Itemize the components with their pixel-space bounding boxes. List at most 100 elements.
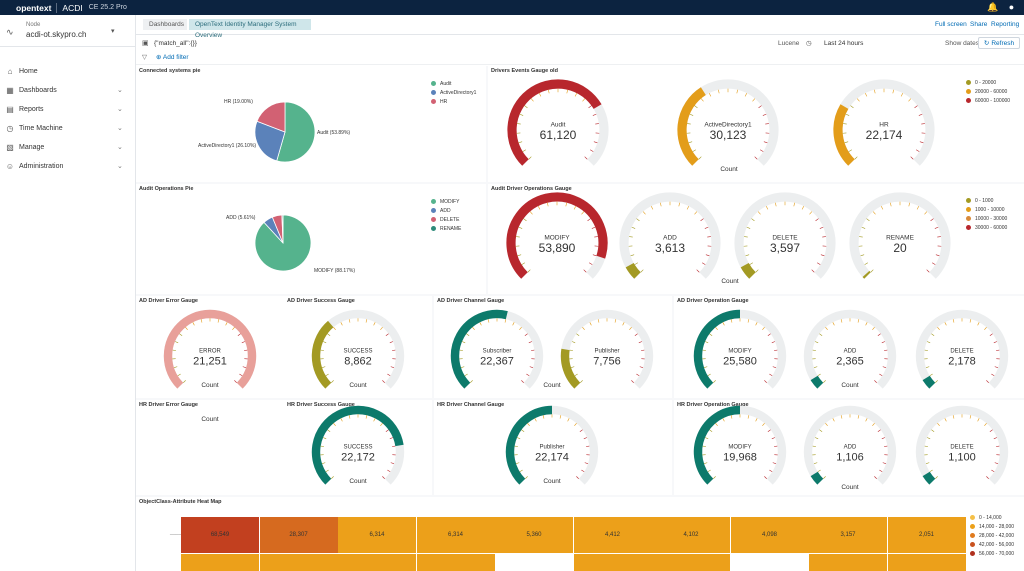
share-link[interactable]: Share xyxy=(970,21,988,28)
gauge-tick xyxy=(935,254,940,257)
query-input[interactable]: {"match_all":{}} xyxy=(154,40,197,47)
gauge-label: DELETE xyxy=(950,349,973,355)
heatmap-cell[interactable]: 3,157 xyxy=(809,517,887,553)
legend-item[interactable]: 56,000 - 70,000 xyxy=(970,549,1014,558)
gauge-tick xyxy=(881,341,886,344)
legend-swatch xyxy=(970,524,975,529)
reporting-link[interactable]: Reporting xyxy=(991,21,1020,28)
legend-label: HR xyxy=(440,98,448,105)
heatmap-cell[interactable] xyxy=(181,554,259,571)
sidebar-item-manage[interactable]: ▧ Manage ⌄ xyxy=(0,139,136,155)
heatmap-cell[interactable]: 6,314 xyxy=(338,517,416,553)
gauge-tick xyxy=(931,333,935,336)
gauge-tick xyxy=(861,226,866,229)
gauge-tick xyxy=(521,262,525,265)
add-filter-button[interactable]: ⊕ Add filter xyxy=(156,54,189,61)
language-toggle[interactable]: Lucene xyxy=(778,40,800,47)
chevron-down-icon[interactable]: ⌄ xyxy=(117,106,123,113)
gauge-tick xyxy=(823,476,826,479)
heatmap-cell[interactable]: 5,360 xyxy=(495,517,573,553)
gauge-tick xyxy=(926,437,931,440)
refresh-label: Refresh xyxy=(991,39,1015,47)
heatmap-cell[interactable] xyxy=(416,554,495,571)
show-dates-link[interactable]: Show dates xyxy=(945,40,979,47)
legend-item[interactable]: 20000 - 60000 xyxy=(966,87,1010,96)
breadcrumb-dashboards[interactable]: Dashboards xyxy=(143,19,187,30)
legend-item[interactable]: ActiveDirectory1 xyxy=(431,88,476,97)
refresh-button[interactable]: ↻ Refresh xyxy=(978,37,1020,49)
gauge-fill xyxy=(810,471,824,485)
pie-slice[interactable] xyxy=(281,214,284,244)
clock-icon[interactable]: ◷ xyxy=(806,40,812,47)
bell-icon[interactable]: 🔔 xyxy=(987,2,999,12)
heatmap-cell[interactable] xyxy=(259,554,338,571)
heatmap-cell[interactable] xyxy=(338,554,416,571)
pie-slice-label: Audit (53.89%) xyxy=(317,130,351,136)
legend-item[interactable]: 30000 - 60000 xyxy=(966,223,1007,232)
user-icon[interactable]: ● xyxy=(1008,2,1015,12)
legend-item[interactable]: RENAME xyxy=(431,224,461,233)
chevron-down-icon[interactable]: ⌄ xyxy=(117,163,123,170)
gauge-tick xyxy=(333,423,336,427)
gauge-tick xyxy=(713,380,716,383)
full-screen-link[interactable]: Full screen xyxy=(935,21,967,28)
panel-title: AD Driver Error Gauge xyxy=(139,298,198,304)
filter-icon[interactable]: ▽ xyxy=(142,54,147,61)
legend-item[interactable]: 1000 - 10000 xyxy=(966,205,1007,214)
sidebar-item-time-machine[interactable]: ◷ Time Machine ⌄ xyxy=(0,120,136,136)
report-icon: ▤ xyxy=(6,104,14,114)
chevron-down-icon[interactable]: ⌄ xyxy=(117,87,123,94)
count-label: Count xyxy=(349,478,367,485)
pie-slice[interactable] xyxy=(254,120,286,162)
chevron-down-icon[interactable]: ⌄ xyxy=(117,125,123,132)
legend-item[interactable]: 42,000 - 56,000 xyxy=(970,540,1014,549)
heatmap-cell[interactable]: 2,051 xyxy=(887,517,966,553)
sidebar-item-dashboards[interactable]: ▦ Dashboards ⌄ xyxy=(0,82,136,98)
legend-label: 0 - 20000 xyxy=(975,79,997,86)
brand-logo[interactable]: opentext xyxy=(16,2,52,13)
time-range[interactable]: Last 24 hours xyxy=(824,40,864,47)
gauge-track xyxy=(915,309,1009,389)
legend-item[interactable]: 0 - 20000 xyxy=(966,78,1010,87)
node-selector[interactable]: ∿ Node acdi-ot.skypro.ch ▾ xyxy=(0,15,136,47)
heatmap-cell[interactable] xyxy=(809,554,887,571)
heatmap-cell[interactable]: 4,102 xyxy=(652,517,730,553)
legend-item[interactable]: ADD xyxy=(431,206,461,215)
legend-item[interactable]: 0 - 14,000 xyxy=(970,513,1014,522)
legend-item[interactable]: MODIFY xyxy=(431,197,461,206)
legend-item[interactable]: Audit xyxy=(431,79,476,88)
gauge-tick xyxy=(515,462,520,464)
chevron-down-icon[interactable]: ⌄ xyxy=(117,144,123,151)
sidebar-item-reports[interactable]: ▤ Reports ⌄ xyxy=(0,101,136,117)
heatmap-cell[interactable]: 6,314 xyxy=(416,517,495,553)
calendar-icon[interactable]: ▣ xyxy=(142,40,149,47)
heatmap-cell[interactable]: 68,549 xyxy=(181,517,259,553)
sidebar-item-administration[interactable]: ☺ Administration ⌄ xyxy=(0,158,136,174)
heatmap-cell[interactable]: 4,098 xyxy=(730,517,809,553)
heatmap-cell[interactable]: 28,307 xyxy=(259,517,338,553)
legend-item[interactable]: 0 - 1000 xyxy=(966,196,1007,205)
legend-item[interactable]: DELETE xyxy=(431,215,461,224)
chevron-down-icon[interactable]: ▾ xyxy=(111,28,115,35)
legend-item[interactable]: 28,000 - 42,000 xyxy=(970,531,1014,540)
gauge-tick xyxy=(579,429,583,432)
heatmap-cell[interactable]: 4,412 xyxy=(573,517,652,553)
gauge-tick xyxy=(225,322,228,326)
gauge-tick xyxy=(583,269,587,273)
heatmap-cell[interactable] xyxy=(652,554,730,571)
heatmap-cell[interactable] xyxy=(887,554,966,571)
gauge-tick xyxy=(736,89,738,94)
gauge-label: ADD xyxy=(844,445,857,451)
legend-item[interactable]: 10000 - 30000 xyxy=(966,214,1007,223)
gauge-label: SUCCESS xyxy=(343,349,372,355)
pie-slice[interactable] xyxy=(276,101,316,163)
heatmap-cell[interactable] xyxy=(573,554,652,571)
pie-slice[interactable] xyxy=(256,101,286,133)
sidebar-item-home[interactable]: ⌂ Home xyxy=(0,63,136,79)
legend-item[interactable]: HR xyxy=(431,97,476,106)
legend-swatch xyxy=(431,217,436,222)
gauge-tick xyxy=(704,226,709,229)
legend-item[interactable]: 14,000 - 28,000 xyxy=(970,522,1014,531)
legend-swatch xyxy=(970,533,975,538)
legend-item[interactable]: 60000 - 100000 xyxy=(966,96,1010,105)
